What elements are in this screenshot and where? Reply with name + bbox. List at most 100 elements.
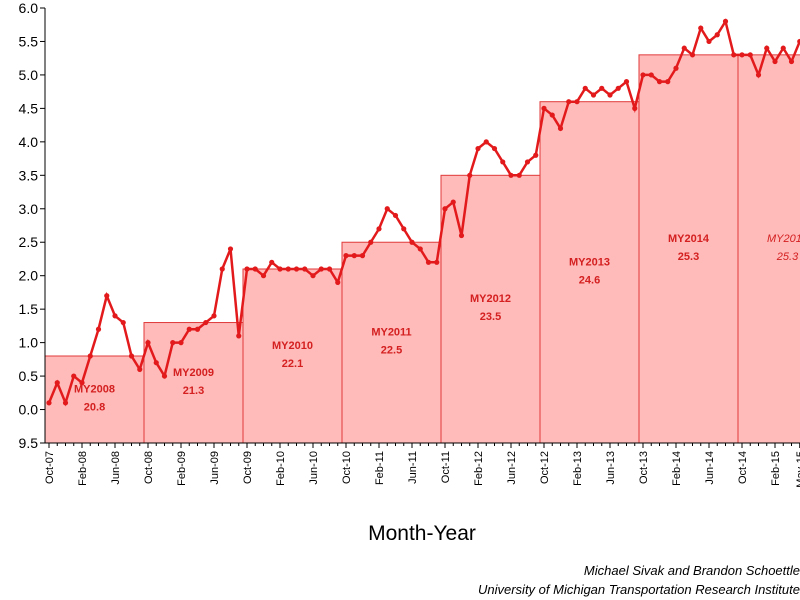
y-tick-label: 2.0	[19, 268, 39, 284]
point	[458, 232, 465, 239]
x-tick-label: Jun-14	[704, 451, 716, 485]
credit: Michael Sivak and Brandon Schoettle	[584, 563, 800, 578]
point	[706, 38, 712, 45]
point	[648, 72, 654, 78]
x-tick-label: Oct-08	[143, 451, 155, 484]
model-year-bar	[341, 241, 442, 444]
model-year-name: MY2015	[767, 233, 800, 245]
point	[483, 139, 489, 145]
point	[71, 373, 77, 379]
point	[434, 259, 440, 265]
point	[343, 253, 349, 259]
point	[673, 65, 679, 71]
y-tick-label: 6.0	[19, 0, 39, 16]
point	[310, 273, 316, 279]
point	[665, 79, 671, 85]
x-tick-label: Oct-10	[341, 451, 353, 484]
point	[764, 45, 770, 51]
point	[450, 199, 456, 205]
point	[698, 25, 704, 31]
point	[227, 246, 234, 252]
model-year-value: 20.8	[84, 402, 105, 414]
point	[533, 152, 539, 158]
point	[236, 333, 242, 339]
y-tick-label: 0.0	[19, 402, 39, 418]
point	[788, 58, 795, 65]
point	[335, 279, 341, 285]
point	[203, 319, 209, 326]
point	[516, 172, 522, 178]
point	[104, 293, 110, 299]
point	[401, 226, 407, 232]
point	[161, 373, 168, 379]
y-tick-label: 5.5	[19, 33, 39, 49]
point	[689, 52, 696, 58]
x-tick-label: May-15	[795, 451, 800, 488]
x-tick-label: Jun-08	[110, 451, 122, 485]
point	[731, 52, 737, 58]
x-tick-label: Oct-14	[737, 451, 749, 484]
point	[549, 112, 555, 118]
x-tick-label: Oct-11	[440, 451, 452, 483]
point	[359, 253, 366, 259]
x-tick-label: Oct-09	[242, 451, 254, 484]
point	[252, 266, 258, 272]
model-year-name: MY2010	[272, 340, 313, 352]
point	[747, 52, 753, 58]
model-year-value: 22.1	[282, 358, 303, 370]
x-tick-label: Feb-08	[77, 451, 89, 486]
x-tick-label: Feb-09	[176, 451, 188, 486]
model-year-bar	[242, 268, 343, 444]
point	[425, 259, 432, 265]
point	[755, 72, 762, 78]
x-tick-label: Feb-13	[572, 451, 584, 486]
y-tick-label: 0.5	[19, 368, 39, 384]
point	[615, 85, 621, 91]
point	[194, 326, 201, 332]
y-tick-label: 5.0	[19, 67, 39, 83]
point	[442, 206, 448, 212]
point	[467, 172, 473, 178]
point	[54, 380, 60, 386]
model-year-name: MY2012	[470, 293, 511, 305]
model-year-name: MY2013	[569, 256, 610, 268]
y-tick-label: 3.5	[19, 167, 39, 183]
point	[574, 99, 580, 105]
point	[145, 340, 151, 346]
y-tick-label: 1.0	[19, 335, 39, 351]
point	[739, 52, 745, 58]
point	[318, 266, 324, 272]
model-year-value: 25.3	[776, 251, 799, 263]
point	[269, 259, 275, 265]
point	[582, 85, 588, 91]
point	[170, 340, 176, 346]
model-year-bar	[539, 101, 640, 444]
x-tick-label: Oct-12	[539, 451, 551, 484]
point	[244, 266, 250, 272]
x-tick-label: Jun-09	[209, 451, 221, 485]
model-year-name: MY2011	[371, 327, 411, 339]
point	[392, 212, 399, 219]
point	[260, 273, 267, 279]
x-tick-label: Feb-10	[275, 451, 287, 486]
y-tick-label: 1.5	[19, 301, 39, 317]
credit: University of Michigan Transportation Re…	[478, 582, 800, 597]
y-tick-label: 3.0	[19, 201, 39, 217]
point	[178, 340, 184, 346]
point	[368, 239, 374, 245]
point	[120, 319, 126, 326]
y-tick-label: 4.5	[19, 100, 39, 116]
point	[302, 266, 308, 272]
x-tick-label: Jun-12	[506, 451, 518, 485]
x-tick-label: Jun-10	[308, 451, 320, 485]
point	[722, 18, 729, 24]
x-axis-label: Month-Year	[368, 522, 476, 545]
model-year-name: MY2009	[173, 367, 214, 379]
point	[508, 172, 514, 178]
point	[409, 239, 415, 245]
point	[780, 45, 786, 51]
point	[153, 360, 159, 366]
point	[211, 313, 217, 319]
model-year-value: 25.3	[678, 251, 699, 263]
